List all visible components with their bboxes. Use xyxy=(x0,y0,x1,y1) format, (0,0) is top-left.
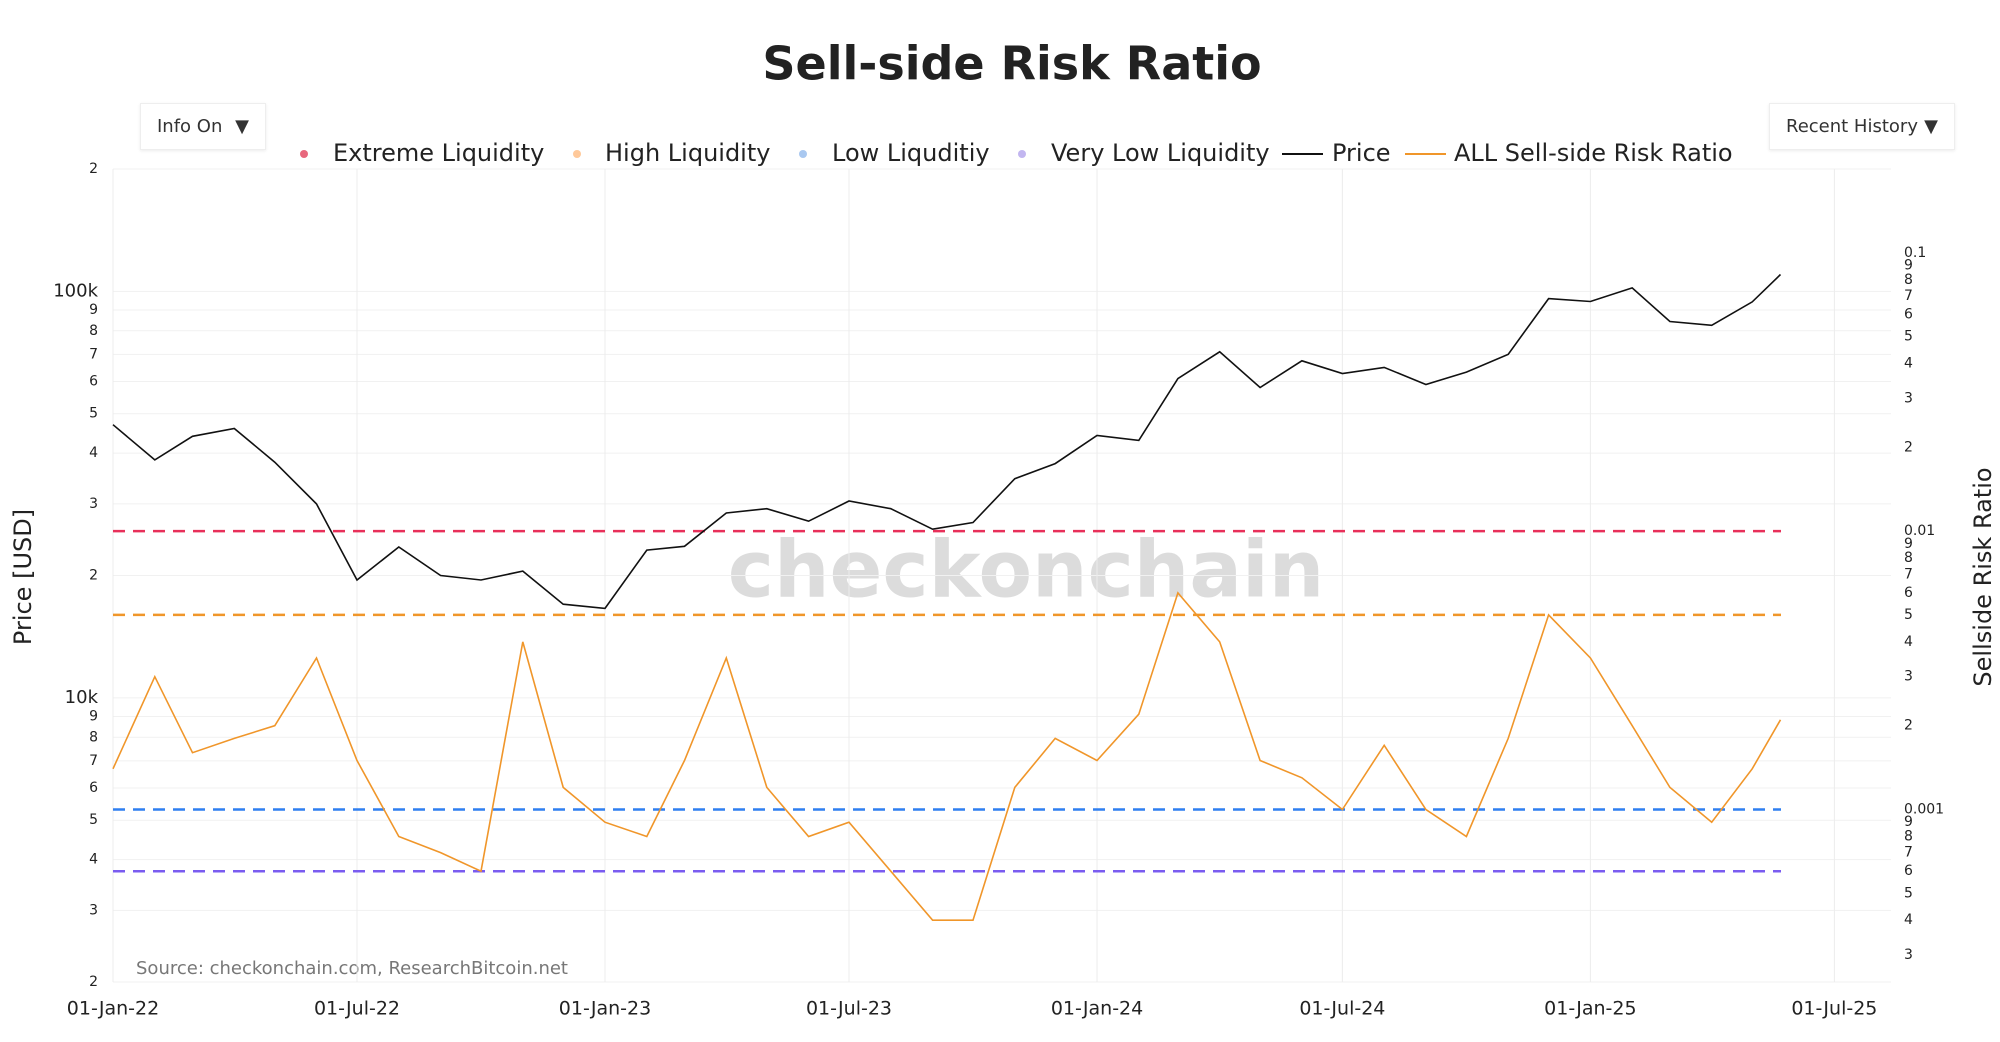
y2-axis-title: Sellside Risk Ratio xyxy=(1969,467,1997,686)
tick-label: 0.1 xyxy=(1904,245,1926,261)
tick-label: 7 xyxy=(89,753,98,769)
legend-marker xyxy=(300,150,308,158)
x-tick-label: 01-Jan-24 xyxy=(1051,998,1143,1020)
tick-label: 3 xyxy=(1904,947,1913,963)
legend-label: Low Liquditiy xyxy=(832,139,990,167)
x-tick-label: 01-Jan-22 xyxy=(67,998,159,1020)
tick-label: 100k xyxy=(53,280,98,301)
tick-label: 5 xyxy=(1904,329,1913,345)
y-axis-title: Price [USD] xyxy=(9,509,37,645)
dropdown-arrow: ▼ xyxy=(1924,116,1938,137)
source-note: Source: checkonchain.com, ResearchBitcoi… xyxy=(136,958,568,979)
tick-label: 4 xyxy=(1904,634,1913,650)
tick-label: 5 xyxy=(1904,607,1913,623)
tick-label: 3 xyxy=(89,496,98,512)
tick-label: 2 xyxy=(1904,439,1913,455)
legend-label: ALL Sell-side Risk Ratio xyxy=(1454,139,1733,167)
tick-label: 5 xyxy=(89,406,98,422)
legend-marker xyxy=(573,150,581,158)
x-tick-label: 01-Jan-25 xyxy=(1544,998,1636,1020)
legend-label: Very Low Liquidity xyxy=(1051,139,1270,167)
tick-label: 8 xyxy=(1904,550,1913,566)
dropdown-arrow: ▼ xyxy=(235,116,249,137)
tick-label: 8 xyxy=(1904,828,1913,844)
tick-label: 2 xyxy=(89,568,98,584)
tick-label: 2 xyxy=(89,974,98,990)
tick-label: 6 xyxy=(89,374,98,390)
legend-label: High Liquidity xyxy=(605,139,770,167)
chart-title: Sell-side Risk Ratio xyxy=(762,37,1261,91)
tick-label: 0.001 xyxy=(1904,801,1944,817)
legend-label: Extreme Liquidity xyxy=(333,139,544,167)
tick-label: 7 xyxy=(1904,566,1913,582)
tick-label: 6 xyxy=(1904,585,1913,601)
x-tick-label: 01-Jul-23 xyxy=(806,998,892,1020)
tick-label: 2 xyxy=(1904,718,1913,734)
x-tick-label: 01-Jul-24 xyxy=(1299,998,1385,1020)
tick-label: 5 xyxy=(89,812,98,828)
watermark: checkonchain xyxy=(728,525,1324,615)
history-dropdown[interactable]: Recent History ▼ xyxy=(1769,103,1955,150)
tick-label: 9 xyxy=(1904,258,1913,274)
tick-label: 4 xyxy=(1904,912,1913,928)
tick-label: 4 xyxy=(89,852,98,868)
tick-label: 3 xyxy=(1904,669,1913,685)
tick-label: 2 xyxy=(89,161,98,177)
tick-label: 6 xyxy=(1904,307,1913,323)
tick-label: 7 xyxy=(1904,288,1913,304)
tick-label: 7 xyxy=(1904,845,1913,861)
tick-label: 9 xyxy=(89,302,98,318)
tick-label: 8 xyxy=(1904,272,1913,288)
tick-label: 9 xyxy=(1904,814,1913,830)
tick-label: 5 xyxy=(1904,885,1913,901)
tick-label: 6 xyxy=(1904,863,1913,879)
tick-label: 8 xyxy=(89,323,98,339)
legend-label: Price xyxy=(1332,139,1391,167)
tick-label: 9 xyxy=(89,708,98,724)
tick-label: 3 xyxy=(1904,390,1913,406)
dropdown-label: Recent History xyxy=(1786,116,1918,137)
plot: 2100k9876543210k987654320.1987654320.019… xyxy=(53,139,1944,1020)
legend-marker xyxy=(799,150,807,158)
info-dropdown[interactable]: Info On ▼ xyxy=(140,103,266,150)
tick-label: 6 xyxy=(89,780,98,796)
dropdown-label: Info On xyxy=(157,116,223,137)
tick-label: 8 xyxy=(89,729,98,745)
tick-label: 7 xyxy=(89,346,98,362)
tick-label: 4 xyxy=(89,445,98,461)
x-tick-label: 01-Jan-23 xyxy=(559,998,651,1020)
tick-label: 9 xyxy=(1904,536,1913,552)
x-tick-label: 01-Jul-25 xyxy=(1791,998,1877,1020)
legend-marker xyxy=(1018,150,1026,158)
tick-label: 0.01 xyxy=(1904,523,1935,539)
series-line xyxy=(112,273,1782,610)
tick-label: 10k xyxy=(65,687,99,708)
tick-label: 4 xyxy=(1904,356,1913,372)
x-tick-label: 01-Jul-22 xyxy=(314,998,400,1020)
series-line xyxy=(112,591,1782,921)
tick-label: 3 xyxy=(89,902,98,918)
